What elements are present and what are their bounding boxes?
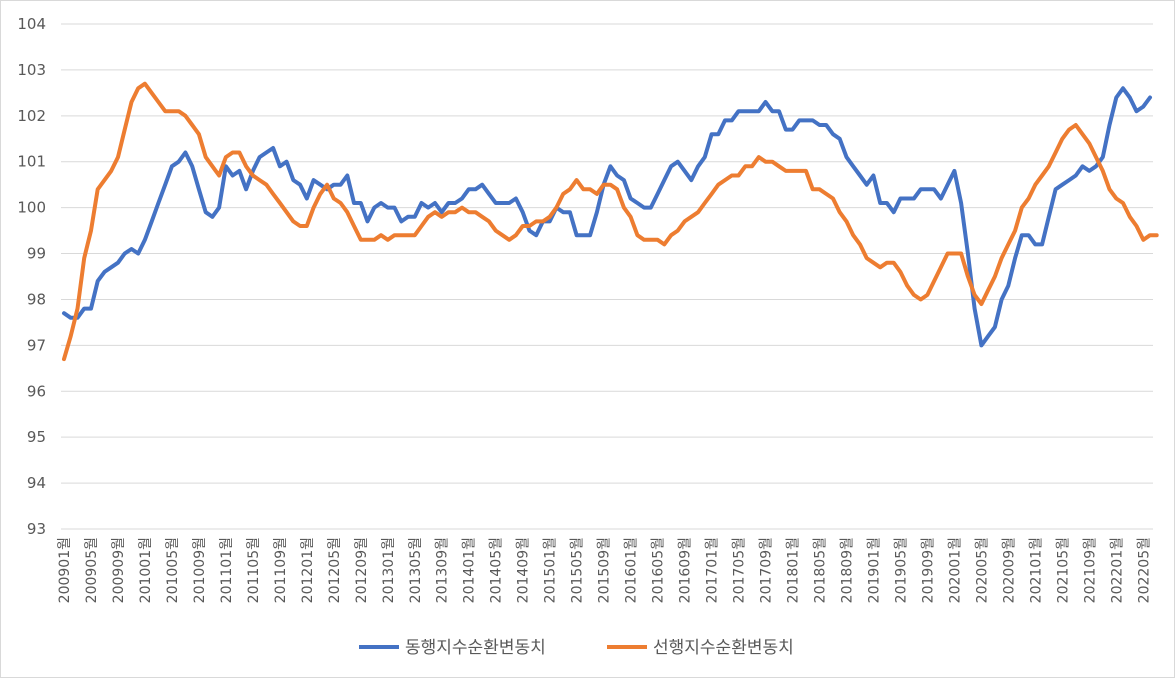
series-line-2 — [62, 81, 1159, 362]
y-tick-label: 100 — [17, 199, 46, 217]
y-tick-label: 103 — [17, 61, 46, 79]
x-tick-label: 201809월 — [839, 537, 855, 603]
x-tick-label: 202009월 — [1001, 537, 1017, 603]
x-tick-label: 201305월 — [408, 537, 424, 603]
series-line-1 — [62, 86, 1152, 348]
x-tick-label: 202205월 — [1136, 537, 1152, 603]
x-tick-label: 201001월 — [138, 537, 154, 603]
x-tick-label: 200901월 — [57, 537, 73, 603]
x-tick-label: 202001월 — [947, 537, 963, 603]
gridlines — [61, 23, 1153, 530]
x-axis: 200901월 200905월 200909월 201001월 201005월 20100… — [57, 537, 1152, 603]
y-tick-label: 101 — [17, 153, 46, 171]
x-tick-label: 202101월 — [1028, 537, 1044, 603]
x-tick-label: 201405월 — [489, 537, 505, 603]
x-tick-label: 201905월 — [893, 537, 909, 603]
x-tick-label: 202105월 — [1055, 537, 1071, 603]
x-tick-label: 201105월 — [246, 537, 262, 603]
y-tick-label: 99 — [27, 245, 46, 263]
legend-label-series-2: 선행지수순환변동치 — [653, 638, 794, 658]
x-tick-label: 201205월 — [327, 537, 343, 603]
x-tick-label: 201209월 — [354, 537, 370, 603]
legend: 동행지수순환변동치 선행지수순환변동치 — [359, 638, 794, 658]
x-tick-label: 201109월 — [273, 537, 289, 603]
x-tick-label: 201005월 — [165, 537, 181, 603]
y-tick-label: 94 — [27, 474, 46, 492]
x-tick-label: 201009월 — [192, 537, 208, 603]
y-axis: 93 94 95 96 97 98 99 100 101 102 103 104 — [17, 15, 46, 538]
x-tick-label: 201709월 — [759, 537, 775, 603]
x-tick-label: 201505월 — [570, 537, 586, 603]
x-tick-label: 201901월 — [866, 537, 882, 603]
x-tick-label: 201801월 — [785, 537, 801, 603]
legend-label-series-1: 동행지수순환변동치 — [405, 638, 546, 658]
x-tick-label: 201701월 — [705, 537, 721, 603]
x-tick-label: 202109월 — [1082, 537, 1098, 603]
y-tick-label: 104 — [17, 15, 46, 33]
x-tick-label: 201309월 — [435, 537, 451, 603]
y-tick-label: 96 — [27, 382, 46, 400]
x-tick-label: 201409월 — [516, 537, 532, 603]
y-tick-label: 95 — [27, 428, 46, 446]
x-tick-label: 201501월 — [543, 537, 559, 603]
x-tick-label: 201909월 — [920, 537, 936, 603]
x-tick-label: 201301월 — [381, 537, 397, 603]
x-tick-label: 201101월 — [219, 537, 235, 603]
y-tick-label: 98 — [27, 290, 46, 308]
y-tick-label: 93 — [27, 520, 46, 538]
y-tick-label: 97 — [27, 336, 46, 354]
x-tick-label: 201201월 — [300, 537, 316, 603]
x-tick-label: 200905월 — [84, 537, 100, 603]
x-tick-label: 201609월 — [678, 537, 694, 603]
y-tick-label: 102 — [17, 107, 46, 125]
x-tick-label: 201509월 — [597, 537, 613, 603]
x-tick-label: 202005월 — [974, 537, 990, 603]
x-tick-label: 201601월 — [624, 537, 640, 603]
x-tick-label: 201605월 — [651, 537, 667, 603]
x-tick-label: 201805월 — [812, 537, 828, 603]
series-lines — [62, 81, 1159, 362]
x-tick-label: 201401월 — [462, 537, 478, 603]
x-tick-label: 201705월 — [732, 537, 748, 603]
x-tick-label: 200909월 — [111, 537, 127, 603]
x-tick-label: 202201월 — [1109, 537, 1125, 603]
